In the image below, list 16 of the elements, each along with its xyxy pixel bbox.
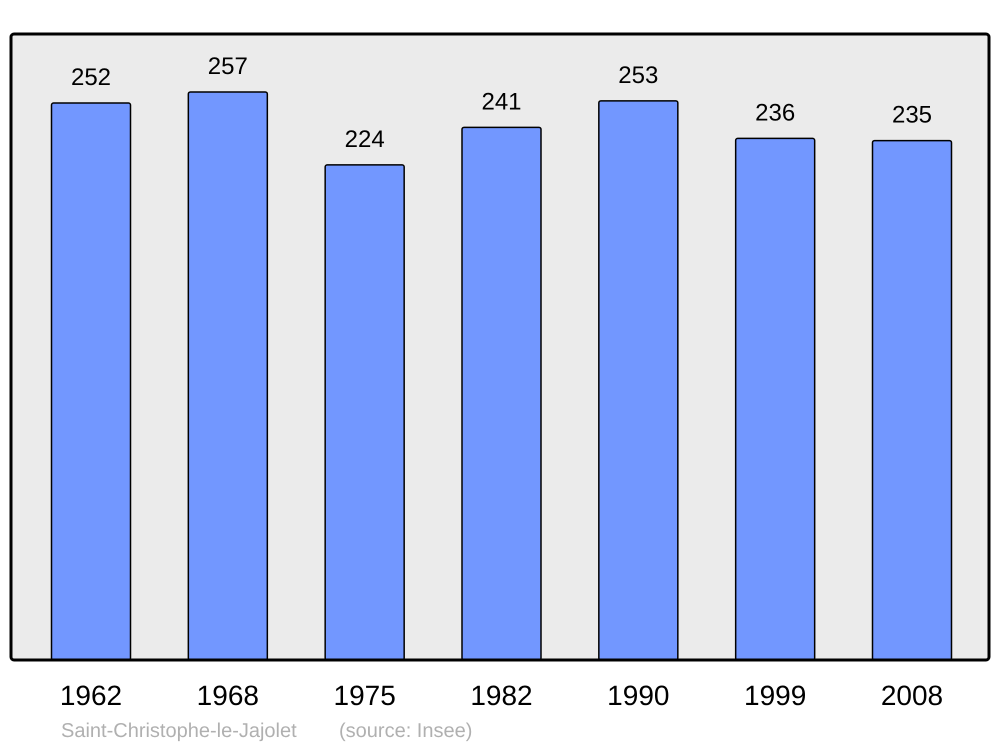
- text: (source: Insee): [339, 720, 472, 742]
- x-tick-label: 1990: [607, 680, 670, 711]
- data-label: 257: [208, 53, 248, 80]
- x-tick-label: 1982: [470, 680, 533, 711]
- x-tick-label: 2008: [880, 680, 944, 711]
- x-tick-label: 1975: [334, 680, 396, 711]
- x-tick-label: 1999: [744, 680, 806, 711]
- x-tick-label: 1962: [60, 680, 122, 711]
- x-tick-label: 1968: [196, 680, 259, 711]
- data-label: 241: [481, 88, 522, 116]
- text: Saint-Christophe-le-Jajolet: [61, 720, 298, 742]
- data-label: 252: [70, 64, 112, 92]
- data-label: 224: [344, 126, 385, 153]
- data-label: 236: [755, 99, 796, 126]
- data-label: 253: [618, 62, 658, 89]
- data-label: 235: [892, 102, 932, 129]
